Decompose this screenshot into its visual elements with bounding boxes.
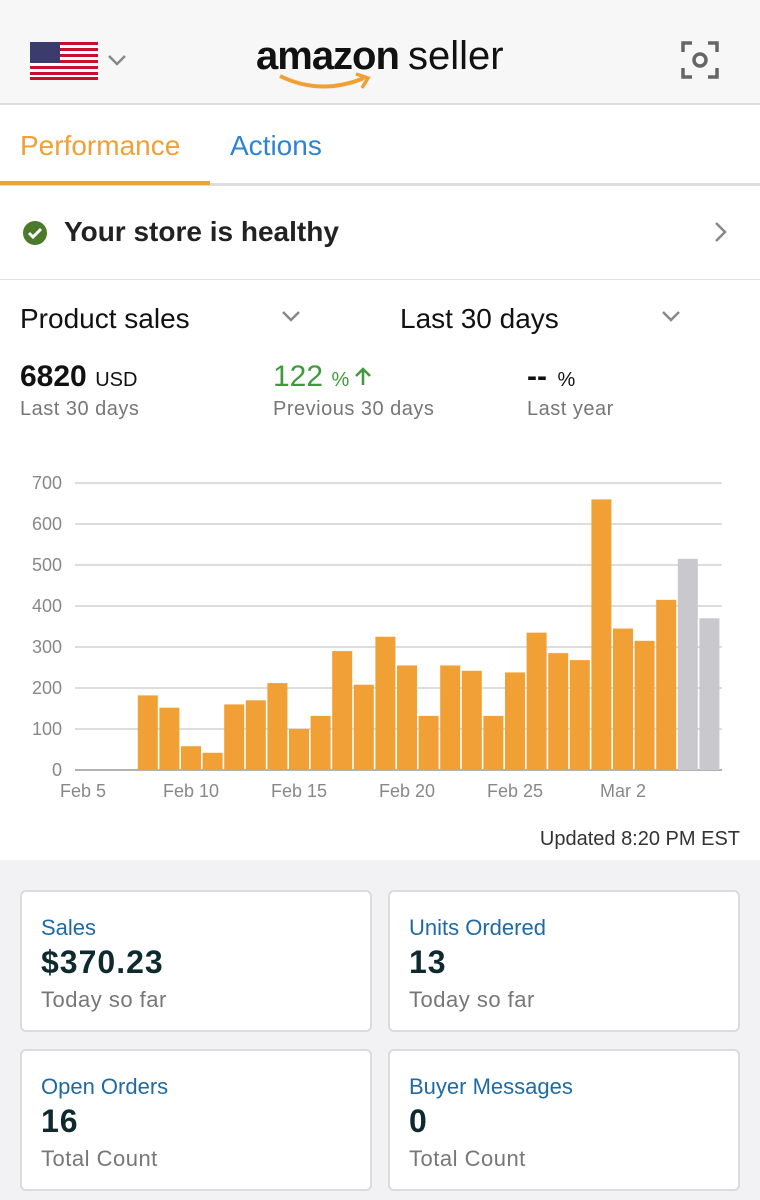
bar [634,640,655,770]
bar [699,618,720,770]
card-value: 0 [409,1103,428,1139]
bar [137,695,158,770]
summary-unit: USD [95,369,138,391]
bar [656,599,677,770]
card-title: Buyer Messages [409,1074,573,1099]
summary-growth: 122 % [273,360,372,394]
x-tick-label: Feb 25 [487,781,543,801]
x-tick-label: Feb 15 [271,781,327,801]
bar [310,715,331,770]
bar [224,704,245,770]
card-caption: Today so far [41,987,167,1012]
bar [267,683,288,770]
bar [526,632,547,770]
brand: amazon [256,34,400,78]
x-tick-label: Mar 2 [600,781,646,801]
summary-unit: % [557,369,576,391]
bar [548,653,569,770]
flag-chevron[interactable] [106,52,128,68]
y-tick-label: 200 [32,678,62,698]
x-tick-label: Feb 5 [60,781,106,801]
bar [353,684,374,770]
summary-yoy: -- % [527,360,575,394]
status-icon [23,221,47,245]
x-tick-label: Feb 10 [163,781,219,801]
card-title: Units Ordered [409,915,546,940]
bar [181,746,201,770]
bar [332,651,353,770]
bar [569,660,590,770]
logo-smile [279,72,371,89]
header: amazon seller [0,0,760,105]
y-tick-label: 700 [32,473,62,493]
flag-button[interactable] [30,42,98,80]
card-caption: Total Count [409,1146,526,1171]
y-tick-label: 0 [52,760,62,780]
card[interactable]: Units Ordered 13 Today so far [388,890,740,1032]
y-tick-label: 500 [32,555,62,575]
card[interactable]: Open Orders 16 Total Count [20,1049,372,1191]
summary-value: 122 [273,360,324,393]
bar [397,665,417,770]
period-chevron[interactable] [660,308,682,324]
card-title: Sales [41,915,97,940]
card-title: Open Orders [41,1074,169,1099]
summary-caption: Previous 30 days [273,398,435,420]
card-caption: Total Count [41,1146,158,1171]
updated-time: Updated 8:20 PM EST [539,828,740,850]
summary-caption: Last year [527,398,614,420]
summary-value: 6820 [20,360,87,393]
y-tick-label: 100 [32,719,62,739]
summary-sales: 6820 USD [20,360,137,394]
bar [461,670,482,770]
tab-actions[interactable]: Actions [230,130,322,161]
card-value: $370.23 [41,944,164,980]
summary-caption: Last 30 days [20,398,140,420]
bar [505,672,525,770]
y-tick-label: 300 [32,637,62,657]
bar [677,558,698,770]
metric-selector[interactable]: Product sales [20,303,190,334]
up-arrow [354,367,371,385]
card-caption: Today so far [409,987,535,1012]
card[interactable]: Buyer Messages 0 Total Count [388,1049,740,1191]
bar [418,715,439,770]
summary-value: -- [527,360,547,393]
x-tick-label: Feb 20 [379,781,435,801]
bar [483,715,504,770]
card-value: 16 [41,1103,79,1139]
summary-unit: % [331,369,350,391]
period-selector[interactable]: Last 30 days [400,303,559,334]
sales-chart: 0 100 200 300 400 500 600 700 Feb 5 Feb 10 Feb 15 F… [32,473,722,801]
bar [159,707,180,770]
y-tick-label: 600 [32,514,62,534]
bar [202,752,223,770]
tab-indicator [0,181,210,185]
card[interactable]: Sales $370.23 Today so far [20,890,372,1032]
bar [613,628,633,770]
product: seller [408,34,504,78]
cards-area: Sales $370.23 Today so far Units Ordered… [0,860,760,1200]
card-value: 13 [409,944,447,980]
bar [375,636,396,770]
divider [0,279,760,280]
bar [245,700,266,770]
tab-performance[interactable]: Performance [20,130,181,161]
metric-chevron[interactable] [280,308,302,324]
bar [440,665,461,770]
tab-divider [0,183,760,186]
bar [591,499,612,770]
scan-button[interactable] [680,40,720,80]
status-text[interactable]: Your store is healthy [64,216,339,247]
y-tick-label: 400 [32,596,62,616]
status-chevron[interactable] [710,220,730,244]
bar [289,729,309,770]
